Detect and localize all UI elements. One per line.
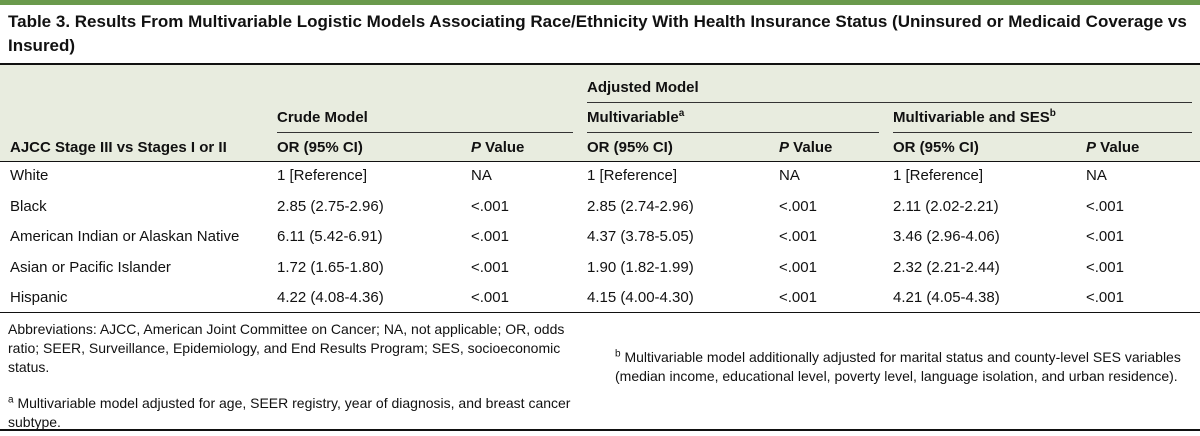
mv-p-header: P Value	[779, 139, 833, 156]
row-label: American Indian or Alaskan Native	[10, 228, 240, 245]
ses-p-header: P Value	[1086, 139, 1140, 156]
multivariable-ses-rule	[893, 132, 1192, 133]
row-label: Hispanic	[10, 289, 68, 306]
ses-p-cell: <.001	[1086, 198, 1124, 215]
mv-or-cell: 4.37 (3.78-5.05)	[587, 228, 694, 245]
crude-model-rule	[277, 132, 573, 133]
abbreviations-footnote: Abbreviations: AJCC, American Joint Comm…	[8, 321, 565, 375]
crude-or-cell: 1.72 (1.65-1.80)	[277, 259, 384, 276]
ses-or-cell: 2.32 (2.21-2.44)	[893, 259, 1000, 276]
figure-end-rule	[0, 429, 1200, 431]
crude-p-cell: <.001	[471, 228, 509, 245]
crude-p-header: P Value	[471, 139, 525, 156]
ses-or-header: OR (95% CI)	[893, 139, 979, 156]
crude-or-cell: 4.22 (4.08-4.36)	[277, 289, 384, 306]
header-bottom-rule	[0, 161, 1200, 162]
row-label: White	[10, 167, 49, 184]
footnote-b: b Multivariable model additionally adjus…	[615, 348, 1181, 384]
table-bottom-rule	[0, 312, 1200, 313]
mv-or-cell: 1.90 (1.82-1.99)	[587, 259, 694, 276]
mv-or-cell: 4.15 (4.00-4.30)	[587, 289, 694, 306]
mv-p-cell: <.001	[779, 198, 817, 215]
mv-p-cell: <.001	[779, 289, 817, 306]
ses-p-cell: <.001	[1086, 289, 1124, 306]
ses-or-cell: 4.21 (4.05-4.38)	[893, 289, 1000, 306]
multivariable-header: Multivariablea	[587, 108, 685, 127]
ses-or-cell: 3.46 (2.96-4.06)	[893, 228, 1000, 245]
crude-p-cell: <.001	[471, 289, 509, 306]
mv-or-cell: 1 [Reference]	[587, 167, 678, 184]
multivariable-ses-header: Multivariable and SESb	[893, 108, 1056, 127]
adjusted-model-header: Adjusted Model	[587, 79, 699, 96]
crude-or-cell: 2.85 (2.75-2.96)	[277, 198, 384, 215]
mv-p-cell: <.001	[779, 228, 817, 245]
table-top-rule	[0, 63, 1200, 65]
accent-rule	[0, 0, 1200, 5]
crude-model-header: Crude Model	[277, 109, 368, 126]
crude-or-header: OR (95% CI)	[277, 139, 363, 156]
table-caption: Table 3. Results From Multivariable Logi…	[8, 12, 1187, 55]
ses-p-cell: <.001	[1086, 259, 1124, 276]
mv-or-header: OR (95% CI)	[587, 139, 673, 156]
crude-or-cell: 1 [Reference]	[277, 167, 368, 184]
mv-p-cell: <.001	[779, 259, 817, 276]
crude-p-cell: <.001	[471, 198, 509, 215]
header-shade	[0, 65, 1200, 161]
stub-header: AJCC Stage III vs Stages I or II	[10, 139, 227, 156]
ses-p-cell: NA	[1086, 167, 1107, 184]
crude-or-cell: 6.11 (5.42-6.91)	[277, 228, 383, 245]
multivariable-rule	[587, 132, 879, 133]
ses-or-cell: 2.11 (2.02-2.21)	[893, 198, 999, 215]
mv-or-cell: 2.85 (2.74-2.96)	[587, 198, 694, 215]
ses-p-cell: <.001	[1086, 228, 1124, 245]
crude-p-cell: <.001	[471, 259, 509, 276]
crude-p-cell: NA	[471, 167, 492, 184]
row-label: Asian or Pacific Islander	[10, 259, 171, 276]
row-label: Black	[10, 198, 47, 215]
footnote-a: a Multivariable model adjusted for age, …	[8, 394, 571, 430]
adjusted-model-rule	[587, 102, 1192, 103]
mv-p-cell: NA	[779, 167, 800, 184]
ses-or-cell: 1 [Reference]	[893, 167, 984, 184]
